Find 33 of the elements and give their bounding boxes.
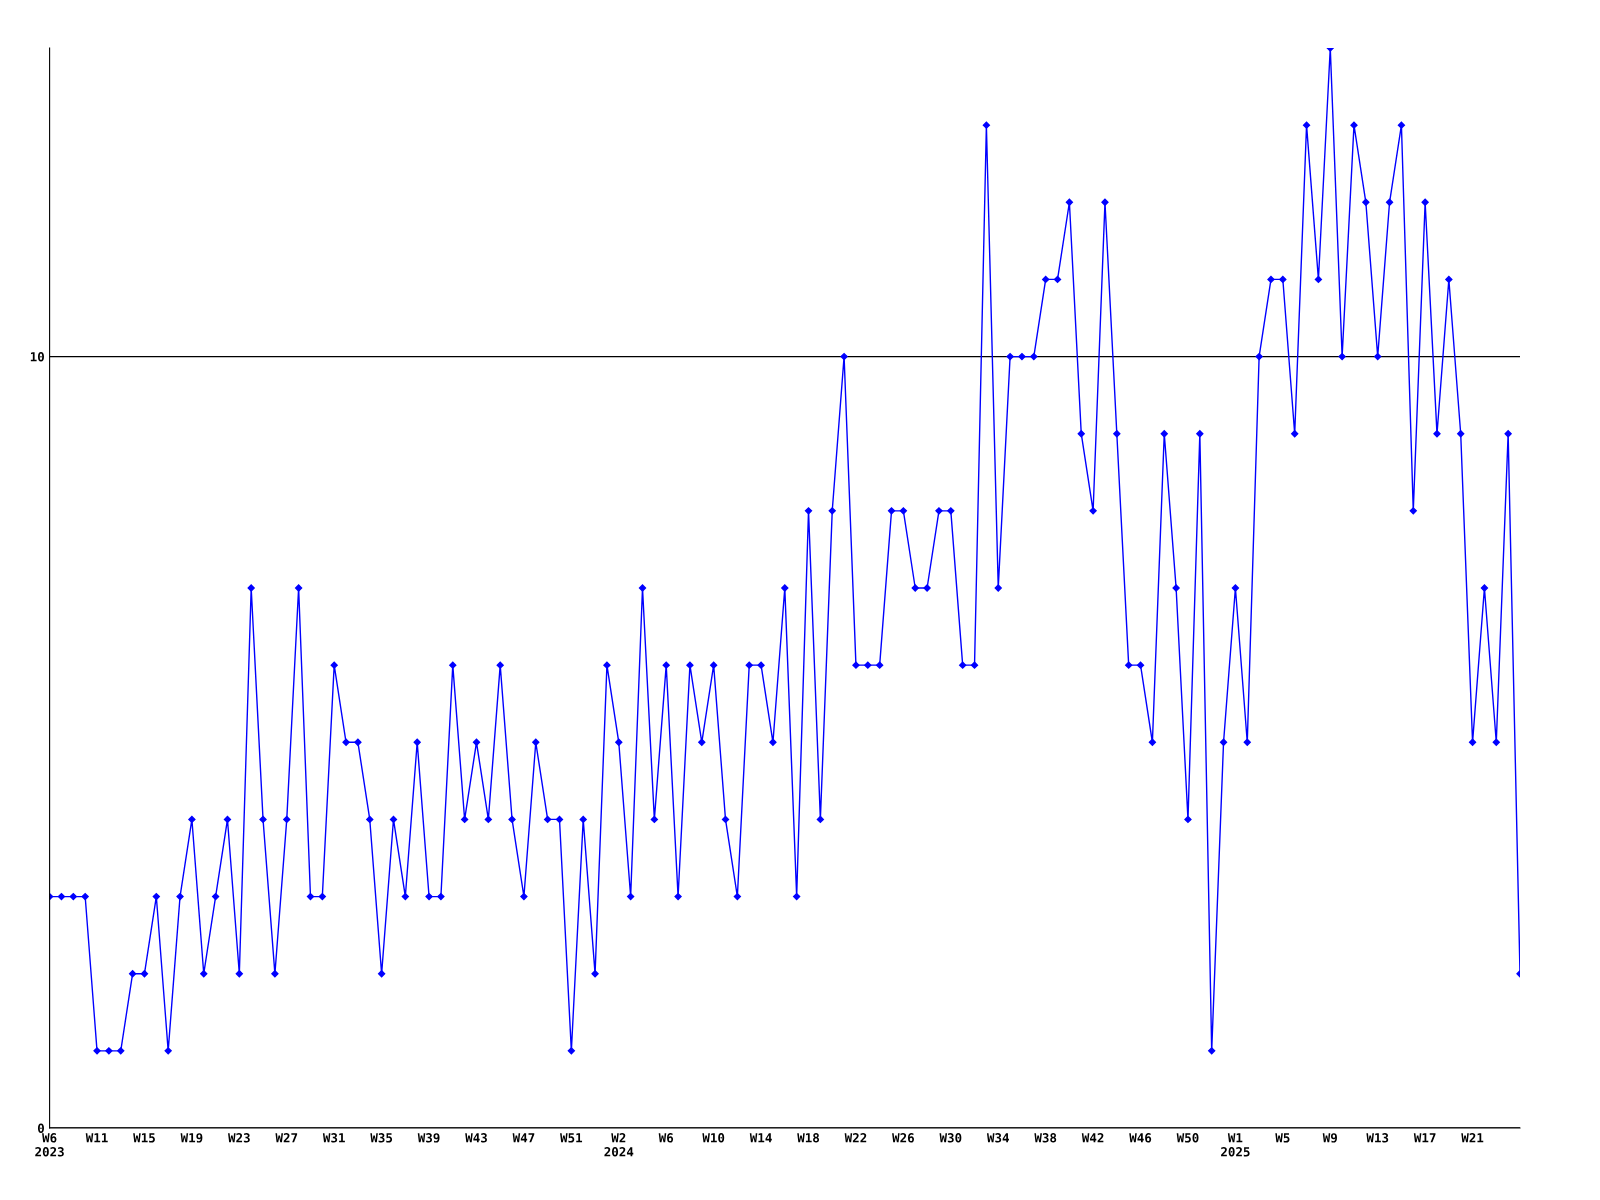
- x-tick-label: W19: [180, 1133, 203, 1143]
- x-tick-label: W39: [417, 1133, 440, 1143]
- x-tick-label: W21: [1461, 1133, 1484, 1143]
- x-tick-label: W27: [275, 1133, 298, 1143]
- x-tick-label: W50: [1176, 1133, 1199, 1143]
- x-tick-label: W18: [797, 1133, 820, 1143]
- x-tick-label: W51: [560, 1133, 583, 1143]
- x-tick-label: W43: [465, 1133, 487, 1143]
- y-tick-label: 0: [37, 1123, 44, 1133]
- x-tick-label: W6 2023: [35, 1133, 64, 1157]
- x-tick-label: W1 2025: [1221, 1133, 1250, 1157]
- x-tick-label: W5: [1275, 1133, 1290, 1143]
- x-tick-label: W47: [512, 1133, 535, 1143]
- x-tick-label: W30: [939, 1133, 962, 1143]
- y-tick-label: 10: [30, 352, 44, 362]
- x-tick-label: W14: [749, 1133, 772, 1143]
- x-tick-label: W42: [1081, 1133, 1104, 1143]
- x-tick-label: W34: [986, 1133, 1009, 1143]
- x-tick-label: W22: [844, 1133, 867, 1143]
- x-tick-label: W26: [892, 1133, 914, 1143]
- x-tick-label: W15: [133, 1133, 155, 1143]
- x-tick-label: W17: [1413, 1133, 1436, 1143]
- x-tick-label: W6: [658, 1133, 674, 1143]
- x-tick-label: W13: [1366, 1133, 1389, 1143]
- x-tick-label: W9: [1322, 1133, 1337, 1143]
- x-tick-label: W2 2024: [604, 1133, 634, 1157]
- x-tick-label: W11: [85, 1133, 108, 1143]
- x-tick-label: W35: [370, 1133, 393, 1143]
- x-tick-label: W46: [1129, 1133, 1152, 1143]
- x-tick-label: W10: [702, 1133, 725, 1143]
- x-tick-label: W31: [322, 1133, 345, 1143]
- x-tick-label: W23: [228, 1133, 250, 1143]
- x-tick-label: W38: [1034, 1133, 1057, 1143]
